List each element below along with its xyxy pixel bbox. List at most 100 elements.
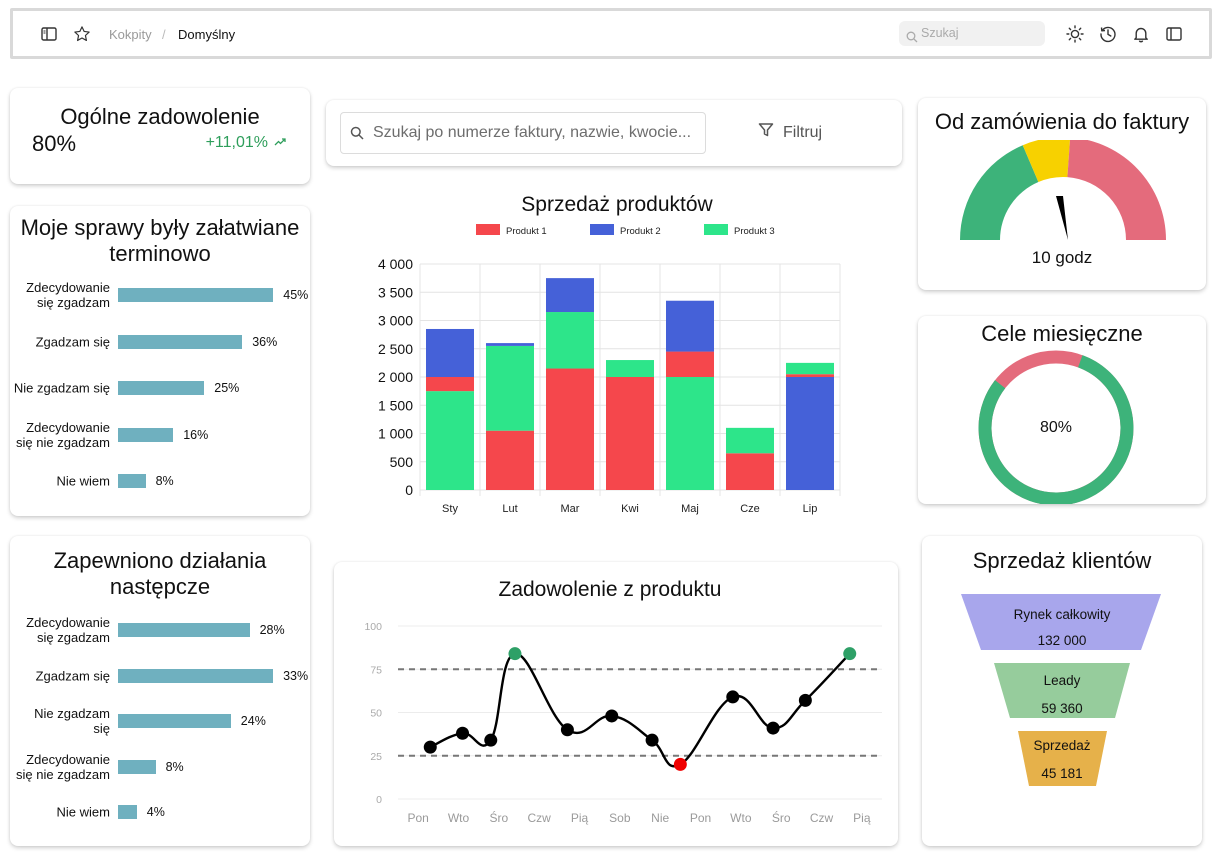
survey-followup-card: Zapewniono działania następcze Zdecydowa… xyxy=(10,536,310,846)
x-tick-label: Śro xyxy=(489,810,508,825)
funnel-value: 132 000 xyxy=(1037,633,1087,648)
funnel-value: 45 181 xyxy=(1041,766,1083,781)
x-tick-label: Lut xyxy=(502,503,517,515)
survey-answer-label: Nie wiem xyxy=(10,805,110,820)
survey-answer-label-line2: się zgadzam xyxy=(37,630,110,645)
survey-row: Zdecydowanie się zgadzam 28% xyxy=(10,615,310,645)
bar-segment xyxy=(546,278,594,313)
x-tick-label: Pią xyxy=(853,811,871,825)
bar-segment xyxy=(426,391,474,490)
survey-answer-label: Zgadzam się xyxy=(10,334,110,349)
data-point xyxy=(456,726,470,740)
x-tick-label: Wto xyxy=(448,811,470,825)
survey-percent: 45% xyxy=(283,288,309,302)
legend-label: Produkt 3 xyxy=(734,226,775,237)
bar-segment xyxy=(426,328,474,377)
bar-segment xyxy=(486,345,534,431)
bar-segment xyxy=(666,377,714,490)
history-icon[interactable] xyxy=(1099,25,1117,43)
funnel-stage-total-market xyxy=(961,594,1161,650)
bar-segment xyxy=(546,312,594,369)
survey-bar xyxy=(118,474,146,488)
x-tick-label: Wto xyxy=(730,811,752,825)
survey-bar xyxy=(118,427,174,442)
y-tick-label: 100 xyxy=(364,621,382,633)
funnel-stage-total-market-text: Rynek całkowity 132 000 xyxy=(922,602,1202,654)
gauge-segment-red xyxy=(1067,140,1166,240)
product-satisfaction-chart: Zadowolenie z produktu 0 25 50 75 100 Pon Wto… xyxy=(364,578,882,825)
y-tick-label: 1 500 xyxy=(378,397,413,413)
bar-segment xyxy=(486,343,534,346)
breadcrumb-parent[interactable]: Kokpity xyxy=(109,27,152,42)
funnel-value: 59 360 xyxy=(1041,701,1083,716)
bell-icon[interactable] xyxy=(1132,25,1150,43)
goals-donut xyxy=(978,350,1134,504)
data-point xyxy=(484,733,498,747)
survey-answer-label-line2: się nie zgadzam xyxy=(16,766,110,782)
bar-segment xyxy=(426,377,474,392)
survey-answer-label-line2: się nie zgadzam xyxy=(16,434,110,450)
global-search-placeholder: Szukaj xyxy=(921,26,959,40)
funnel-label: Leady xyxy=(1043,673,1081,688)
survey-timely-card: Moje sprawy były załatwiane terminowo Zd… xyxy=(10,206,310,516)
survey-row: Nie zgadzam się 24% xyxy=(10,706,310,736)
survey-row: Zdecydowanie się nie zgadzam 8% xyxy=(10,752,310,782)
y-axis: 0 500 1 000 1 500 2 000 2 500 3 000 3 500 4 000 xyxy=(378,256,413,498)
gauge-segment-green xyxy=(960,145,1039,240)
funnel-label: Sprzedaż xyxy=(1033,738,1091,753)
global-search-input[interactable]: Szukaj xyxy=(899,21,1045,46)
survey-answer-label-line1: Zdecydowanie xyxy=(26,615,110,630)
card-title: Sprzedaż klientów xyxy=(972,548,1152,573)
bar-segment xyxy=(786,377,834,490)
card-title-line1: Moje sprawy były załatwiane xyxy=(20,215,300,240)
survey-answer-label: Zgadzam się xyxy=(10,668,110,683)
bar-segment xyxy=(666,351,714,377)
survey-bar xyxy=(118,805,137,819)
survey-row: Nie wiem 8% xyxy=(10,466,310,496)
filter-label: Filtruj xyxy=(783,123,823,141)
funnel-stage-leads-text: Leady 59 360 xyxy=(922,667,1202,723)
survey-row: Zgadzam się 36% xyxy=(10,327,310,357)
survey-bar xyxy=(118,288,274,302)
x-tick-label: Lip xyxy=(803,503,818,515)
funnel-stage-sales-text: Sprzedaż 45 181 xyxy=(922,732,1202,788)
survey-answer-label: Zdecydowanie się nie zgadzam xyxy=(10,420,110,450)
y-tick-label: 0 xyxy=(405,482,413,498)
invoice-search-input[interactable] xyxy=(373,122,698,144)
card-title-line2: następcze xyxy=(109,574,211,599)
panel-toggle-icon[interactable] xyxy=(1165,25,1183,43)
card-title-line2: terminowo xyxy=(109,241,211,266)
overall-satisfaction-card: Ogólne zadowolenie 80% +11,01% xyxy=(10,88,310,184)
legend-swatch xyxy=(704,224,728,235)
survey-answer-label: Zdecydowanie się nie zgadzam xyxy=(10,752,110,782)
sun-icon[interactable] xyxy=(1066,25,1084,43)
survey-answer-label-line1: Nie wiem xyxy=(56,473,110,489)
product-sales-chart: Sprzedaż produktów Produkt 1 Produkt 2 Pro… xyxy=(378,193,841,515)
card-title: Cele miesięczne xyxy=(981,321,1143,346)
satisfaction-change: +11,01% xyxy=(206,134,286,152)
filter-button[interactable]: Filtruj xyxy=(758,122,822,143)
legend-label: Produkt 2 xyxy=(620,226,661,237)
y-tick-label: 50 xyxy=(370,708,382,720)
satisfaction-value: 80% xyxy=(32,131,77,156)
data-point xyxy=(605,709,619,723)
gauge-segment-yellow xyxy=(1022,140,1070,183)
legend-swatch xyxy=(590,224,614,235)
survey-row: Zdecydowanie się nie zgadzam 16% xyxy=(10,420,310,450)
sidebar-toggle-icon[interactable] xyxy=(40,25,58,43)
data-point xyxy=(798,693,812,707)
goals-value: 80% xyxy=(1039,419,1073,436)
survey-bar xyxy=(118,381,205,395)
search-icon xyxy=(350,126,364,145)
star-icon[interactable] xyxy=(73,25,91,43)
data-point xyxy=(423,740,437,754)
order-to-invoice-card: Od zamówienia do faktury 10 godz xyxy=(918,98,1206,290)
y-tick-label: 25 xyxy=(370,751,382,763)
bar-segment xyxy=(606,377,654,490)
invoice-search-box xyxy=(340,112,706,154)
chart-legend: Produkt 1 Produkt 2 Produkt 3 xyxy=(476,224,775,237)
x-tick-label: Pon xyxy=(690,811,711,825)
sales-funnel xyxy=(961,594,1161,786)
x-tick-label: Cze xyxy=(740,503,760,515)
x-tick-label: Maj xyxy=(681,503,699,515)
